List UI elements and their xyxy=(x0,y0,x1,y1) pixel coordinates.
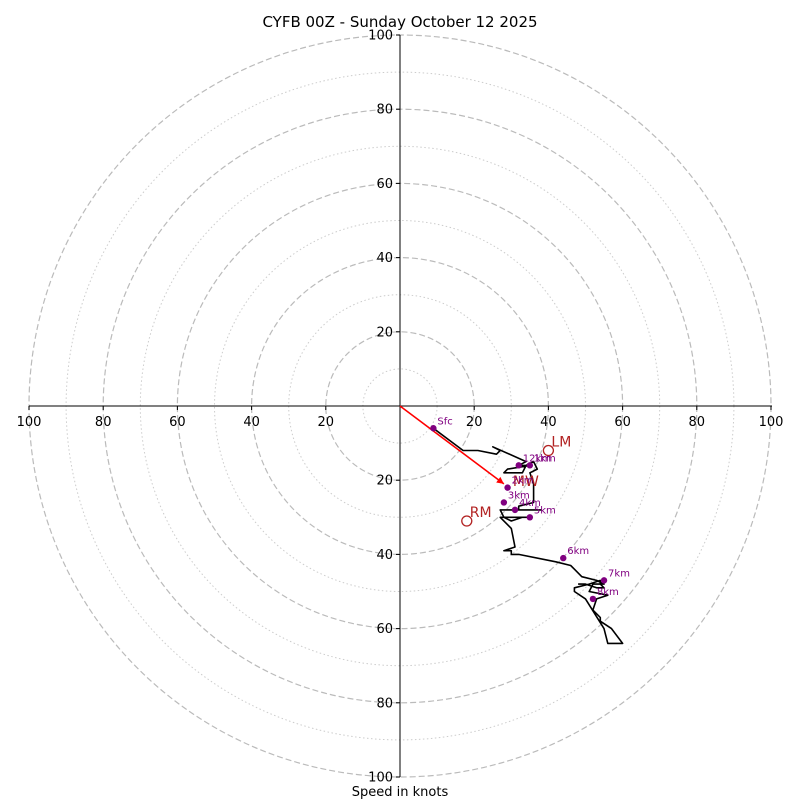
height-marker-1km xyxy=(526,462,534,469)
mean-wind-vector xyxy=(399,405,505,485)
height-marker-8km xyxy=(589,595,597,603)
x-tick-label: 60 xyxy=(169,415,186,430)
y-tick-label: 100 xyxy=(368,29,393,44)
y-tick-label: 100 xyxy=(368,771,393,786)
x-tick-label: 80 xyxy=(689,415,706,430)
height-marker-5km xyxy=(526,514,534,521)
height-marker-7km xyxy=(600,577,608,584)
storm-motion-marker-RM xyxy=(461,515,473,527)
chart-title: CYFB 00Z - Sunday October 12 2025 xyxy=(262,13,537,31)
height-marker-2km xyxy=(504,484,511,491)
height-marker-4km xyxy=(511,506,519,514)
x-tick-label: 20 xyxy=(466,415,483,430)
height-label-7km: 7km xyxy=(608,568,630,579)
x-tick-label: 100 xyxy=(759,415,784,430)
height-label-12km: 12km xyxy=(523,453,551,464)
x-ticks: 100 80 60 40 20 20 40 60 80 100 xyxy=(17,406,784,430)
storm-motion-label-RM: RM xyxy=(470,505,492,521)
storm-motion-label-LM: LM xyxy=(551,435,571,451)
height-marker-6km xyxy=(560,554,567,562)
height-label-4km: 4km xyxy=(519,498,541,509)
height-label-1km: 1km xyxy=(534,453,556,464)
x-axis-label: Speed in knots xyxy=(352,785,449,800)
y-tick-label: 20 xyxy=(376,474,393,489)
height-marker-3km xyxy=(500,499,508,506)
y-tick-label: 80 xyxy=(376,103,393,118)
x-tick-label: 40 xyxy=(540,415,557,430)
storm-motion-marker-LM xyxy=(542,444,555,457)
height-label-3km: 3km xyxy=(508,490,530,501)
mean-wind-label: MW xyxy=(513,474,539,490)
x-tick-label: 100 xyxy=(17,415,42,430)
height-marker-Sfc xyxy=(430,425,437,432)
x-tick-label: 20 xyxy=(318,415,335,430)
x-tick-label: 60 xyxy=(614,415,631,430)
hodograph-trace-group xyxy=(432,427,624,645)
height-label-6km: 6km xyxy=(567,546,589,557)
hodograph-trace xyxy=(432,427,624,645)
y-ticks: 100 80 60 40 20 20 40 60 80 100 xyxy=(368,29,400,786)
storm-motion-markers: LM RM xyxy=(461,435,571,527)
x-tick-label: 80 xyxy=(95,415,112,430)
height-label-8km: 8km xyxy=(597,587,619,598)
y-tick-label: 60 xyxy=(376,177,393,192)
mean-wind-group: MW xyxy=(399,405,539,490)
x-tick-label: 40 xyxy=(243,415,260,430)
height-label-5km: 5km xyxy=(534,505,556,516)
y-tick-label: 40 xyxy=(376,251,393,266)
y-tick-label: 60 xyxy=(376,622,393,637)
height-label-2km: 2km xyxy=(512,476,534,487)
y-tick-label: 40 xyxy=(376,548,393,563)
height-label-Sfc: Sfc xyxy=(437,416,452,427)
y-tick-label: 20 xyxy=(376,325,393,340)
height-marker-12km xyxy=(515,462,522,469)
y-tick-label: 80 xyxy=(376,696,393,711)
mean-wind-arrowhead xyxy=(496,476,504,484)
